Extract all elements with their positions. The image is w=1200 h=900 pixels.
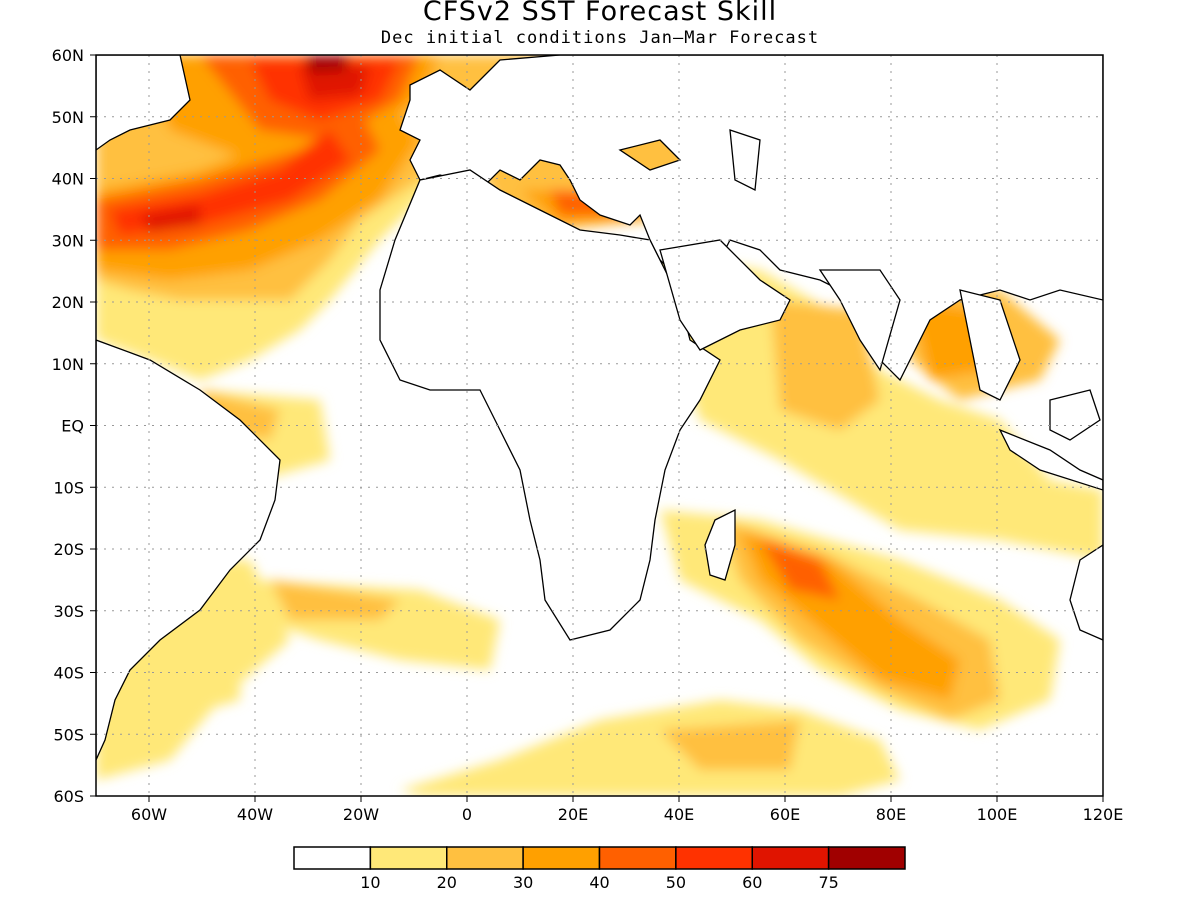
lon-label: 60E	[770, 805, 800, 824]
colorbar: 10 20 30 40 50 60 75	[293, 846, 906, 892]
lon-label: 80E	[876, 805, 906, 824]
map-subtitle: Dec initial conditions Jan–Mar Forecast	[380, 28, 820, 48]
lon-label: 120E	[1083, 805, 1124, 824]
colorbar-label: 40	[589, 873, 609, 892]
colorbar-label: 10	[360, 873, 380, 892]
lon-label: 20W	[343, 805, 379, 824]
lat-label: 30S	[53, 602, 84, 621]
lat-label: 10S	[53, 478, 84, 497]
skill-shading	[96, 55, 1103, 796]
colorbar-label: 30	[513, 873, 533, 892]
colorbar-label: 50	[666, 873, 686, 892]
lat-label: EQ	[61, 417, 84, 436]
colorbar-swatch	[446, 846, 524, 870]
lon-label: 20E	[558, 805, 588, 824]
lat-label: 40S	[53, 664, 84, 683]
colorbar-swatch	[293, 846, 372, 870]
colorbar-label: 20	[437, 873, 457, 892]
lat-label: 20S	[53, 540, 84, 559]
colorbar-swatch	[675, 846, 753, 870]
lat-label: 50N	[52, 108, 84, 127]
colorbar-swatch	[751, 846, 830, 870]
map-title: CFSv2 SST Forecast Skill	[422, 0, 778, 27]
lon-label: 40W	[237, 805, 273, 824]
lon-label: 0	[462, 805, 472, 824]
lon-label: 100E	[977, 805, 1018, 824]
lat-label: 40N	[52, 170, 84, 189]
colorbar-swatch	[522, 846, 601, 870]
colorbar-swatch	[598, 846, 677, 870]
lat-label: 60N	[52, 46, 84, 65]
lon-label: 60W	[131, 805, 167, 824]
colorbar-label: 60	[742, 873, 762, 892]
coastlines	[96, 55, 1103, 761]
lat-label: 50S	[53, 725, 84, 744]
lat-label: 60S	[53, 787, 84, 806]
colorbar-label: 75	[818, 873, 838, 892]
lat-label: 20N	[52, 293, 84, 312]
colorbar-swatch	[827, 846, 906, 870]
latitude-labels: 60N 50N 40N 30N 20N 10N EQ 10S 20S 30S 40S 50S 60S	[52, 46, 96, 806]
lat-label: 30N	[52, 231, 84, 250]
colorbar-swatch	[369, 846, 448, 870]
longitude-labels: 60W 40W 20W 0 20E 40E 60E 80E 100E 120E	[131, 796, 1123, 824]
lon-label: 40E	[664, 805, 694, 824]
lat-label: 10N	[52, 355, 84, 374]
